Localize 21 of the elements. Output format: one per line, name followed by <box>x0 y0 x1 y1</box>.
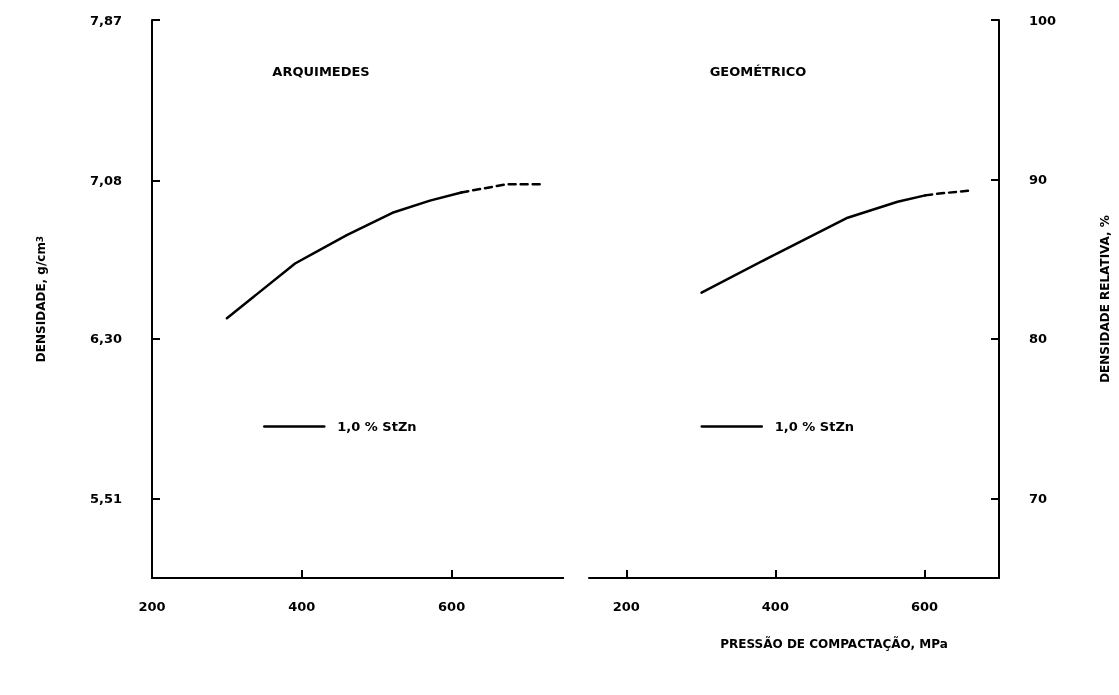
y2-axis-title: DENSIDADE RELATIVA, % <box>1098 215 1112 383</box>
y2-tick-label: 90 <box>1029 171 1048 187</box>
y2-tick-label: 70 <box>1029 490 1048 506</box>
x-tick-label: 200 <box>612 599 640 614</box>
x-tick-label: 400 <box>288 599 316 614</box>
y2-tick-label: 100 <box>1029 12 1057 28</box>
y-tick-label: 7,08 <box>89 172 122 188</box>
y-tick-label: 6,30 <box>89 331 122 347</box>
y-tick-label: 5,51 <box>89 491 122 507</box>
x-tick-label: 600 <box>910 599 939 614</box>
y-axis-title: DENSIDADE, g/cm3 <box>34 235 48 363</box>
x-tick-label: 200 <box>138 599 166 614</box>
legend-label: 1,0 % StZn <box>337 419 417 434</box>
x-tick-label: 600 <box>438 599 466 614</box>
text: GEOMÉTRICO <box>709 64 807 79</box>
x-axis-title: PRESSÃO DE COMPACTAÇÃO, MPa <box>720 636 948 651</box>
y2-tick-label: 80 <box>1029 331 1048 347</box>
legend-label: 1,0 % StZn <box>774 419 855 434</box>
y-tick-label: 7,87 <box>89 12 122 28</box>
x-tick-label: 400 <box>761 599 789 614</box>
text: ARQUIMEDES <box>272 64 370 79</box>
